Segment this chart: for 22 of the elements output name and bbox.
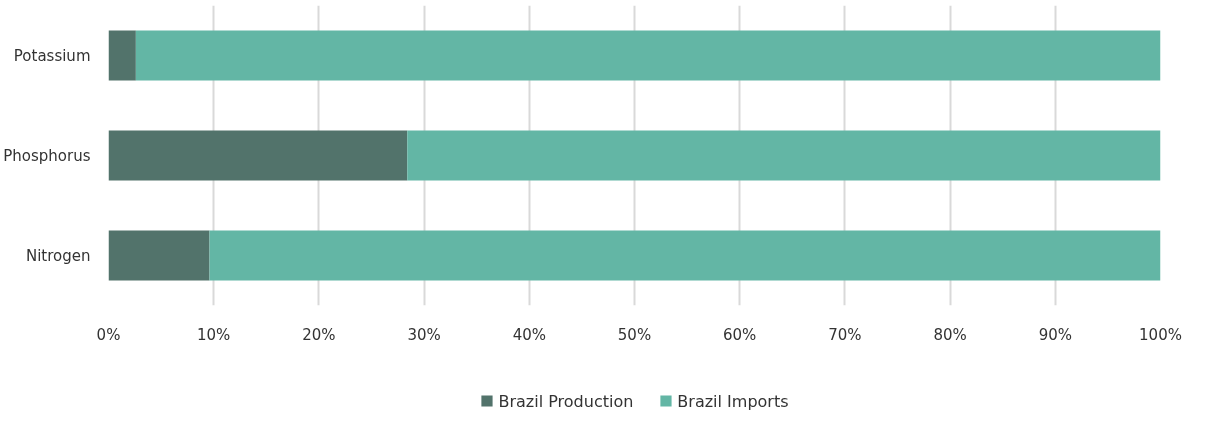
bar xyxy=(135,30,1161,81)
x-tick-label: 70% xyxy=(828,325,862,344)
y-tick-label: Phosphorus xyxy=(3,146,91,165)
x-tick-label: 80% xyxy=(933,325,967,344)
bar xyxy=(108,30,136,81)
bar xyxy=(108,230,210,281)
x-tick-label: 60% xyxy=(723,325,757,344)
y-tick-label: Nitrogen xyxy=(25,246,91,265)
y-tick-label: Potassium xyxy=(13,46,91,65)
legend-label: Brazil Production xyxy=(498,391,634,410)
x-tick-label: 10% xyxy=(197,325,231,344)
x-tick-label: 50% xyxy=(617,325,652,344)
x-tick-label: 90% xyxy=(1038,325,1072,344)
legend-label: Brazil Imports xyxy=(677,391,789,410)
x-tick-label: 40% xyxy=(512,325,546,344)
bar xyxy=(209,230,1161,281)
x-tick-label: 20% xyxy=(302,325,336,344)
bar xyxy=(407,130,1161,181)
x-tick-label: 30% xyxy=(407,325,441,344)
x-tick-label: 100% xyxy=(1139,325,1182,344)
bar xyxy=(108,130,408,181)
x-tick-label: 0% xyxy=(96,325,121,344)
